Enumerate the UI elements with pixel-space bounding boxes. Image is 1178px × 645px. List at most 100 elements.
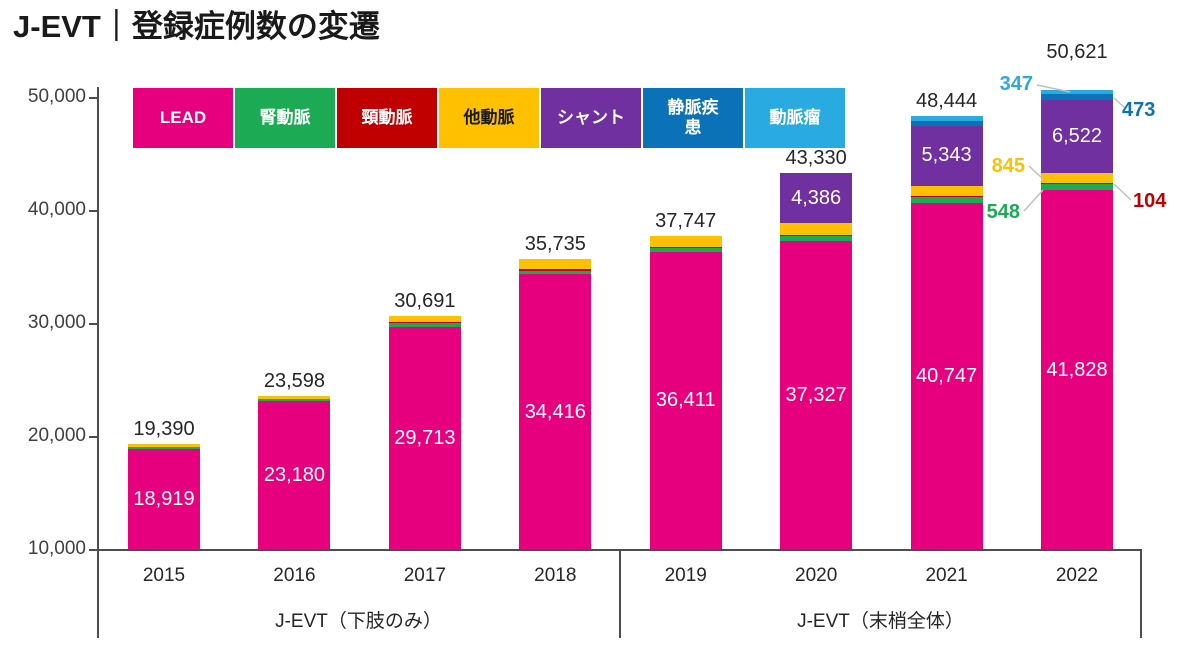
stacked-bar-2017: 29,713 30,691 [388,290,461,550]
legend-item-carotid: 頸動脈 [337,88,437,148]
group-label-peripheral: J-EVT（末梢全体） [797,611,964,632]
segment-other [519,258,592,270]
y-axis-tick [89,323,98,325]
chart-title: J-EVT｜登録症例数の変遷 [13,9,380,44]
y-axis-label: 20,000 [27,425,86,446]
group-divider-line [619,549,621,638]
y-axis-label: 30,000 [27,312,86,333]
callout-other-value: 845 [991,155,1025,177]
segment-lead: 41,828 [1041,190,1113,550]
segment-aneurysm [910,115,983,121]
legend-item-other: 他動脈 [439,88,539,148]
callout-aneurysm-value: 347 [999,73,1033,95]
segment-renal [649,247,722,252]
y-axis-line [97,87,99,638]
segment-renal [1041,184,1113,191]
stacked-bar-2019: 36,411 37,747 [649,210,722,550]
y-axis-tick [89,549,98,551]
y-axis-tick [89,210,98,212]
x-axis-label-2016: 2016 [273,565,316,586]
x-axis-label-2017: 2017 [403,565,446,586]
segment-renal [780,236,853,242]
total-value-label: 43,330 [785,147,847,170]
legend-item-renal: 腎動脈 [235,88,335,148]
segment-carotid [780,235,853,237]
segment-lead: 23,180 [258,401,331,550]
segment-lead: 29,713 [388,327,461,550]
segment-carotid [388,322,461,324]
segment-shunt: 4,386 [780,173,853,223]
segment-lead: 34,416 [519,274,592,550]
x-axis-label-2018: 2018 [534,565,577,586]
total-value-label: 37,747 [655,210,717,233]
segment-renal [519,270,592,275]
x-axis-label-2020: 2020 [795,565,838,586]
legend-item-shunt: シャント [541,88,641,148]
segment-renal [910,196,983,203]
segment-other [780,222,853,236]
segment-lead: 37,327 [780,241,853,550]
total-value-label: 30,691 [394,289,456,312]
segment-vein [910,120,983,126]
callout-vein-value: 473 [1122,99,1156,121]
segment-other [910,186,983,196]
segment-other [258,396,331,400]
group-label-lower-limb: J-EVT（下肢のみ） [275,611,442,632]
y-axis-label: 10,000 [27,538,86,559]
legend-item-lead: LEAD [133,88,233,148]
stacked-bar-2018: 34,416 35,735 [519,233,592,550]
segment-renal [128,447,200,450]
x-axis-label-2015: 2015 [142,565,186,586]
x-axis-label-2022: 2022 [1055,565,1099,586]
stacked-bar-2015: 18,919 19,390 [128,418,200,550]
segment-value-label: 40,747 [915,364,978,387]
segment-value-label: 41,828 [1046,358,1108,381]
segment-other [1041,173,1113,183]
segment-value-label: 34,416 [524,400,586,423]
x-axis-label-2021: 2021 [925,565,968,586]
segment-other [649,236,722,247]
callout-carotid-value: 104 [1133,190,1167,212]
segment-value-label: 4,386 [791,186,842,209]
segment-renal [258,399,331,402]
segment-value-label: 18,919 [133,488,195,511]
segment-value-label: 6,522 [1051,125,1103,148]
segment-shunt: 5,343 [910,125,983,187]
segment-lead: 40,747 [910,202,983,550]
segment-carotid [519,269,592,271]
segment-value-label: 29,713 [394,427,456,450]
segment-value-label: 36,411 [655,389,716,412]
segment-lead: 36,411 [649,251,722,550]
segment-value-label: 23,180 [263,464,325,487]
total-value-label: 23,598 [263,370,326,393]
y-axis-label: 50,000 [27,86,86,107]
segment-aneurysm [1041,90,1113,95]
legend-item-aneurysm: 動脈瘤 [745,88,845,148]
segment-shunt: 6,522 [1041,99,1113,174]
y-axis-tick [89,436,98,438]
right-border-line [1140,549,1142,638]
segment-vein [1041,94,1113,100]
total-value-label: 19,390 [133,417,195,440]
segment-carotid [910,195,983,197]
x-axis-label-2019: 2019 [664,565,707,586]
segment-other [128,443,200,448]
segment-other [388,315,461,323]
segment-lead: 18,919 [128,449,200,550]
callout-renal-value: 548 [986,201,1020,223]
y-axis-tick [89,97,98,99]
segment-value-label: 37,327 [785,384,847,407]
stacked-bar-2020: 4,386 37,327 43,330 [780,147,853,550]
y-axis-label: 40,000 [27,199,86,220]
total-value-label: 48,444 [915,89,978,112]
segment-renal [388,323,461,328]
stacked-bar-2016: 23,180 23,598 [258,370,331,550]
segment-carotid [649,246,722,248]
total-value-label: 50,621 [1046,41,1108,64]
stacked-bar-2022: 6,522 41,828 50,621 [1041,41,1113,550]
stacked-bar-2021: 5,343 40,747 48,444 [910,90,983,550]
legend-item-vein: 静脈疾 患 [643,88,743,148]
segment-carotid [1041,182,1113,185]
segment-value-label: 5,343 [921,144,972,167]
